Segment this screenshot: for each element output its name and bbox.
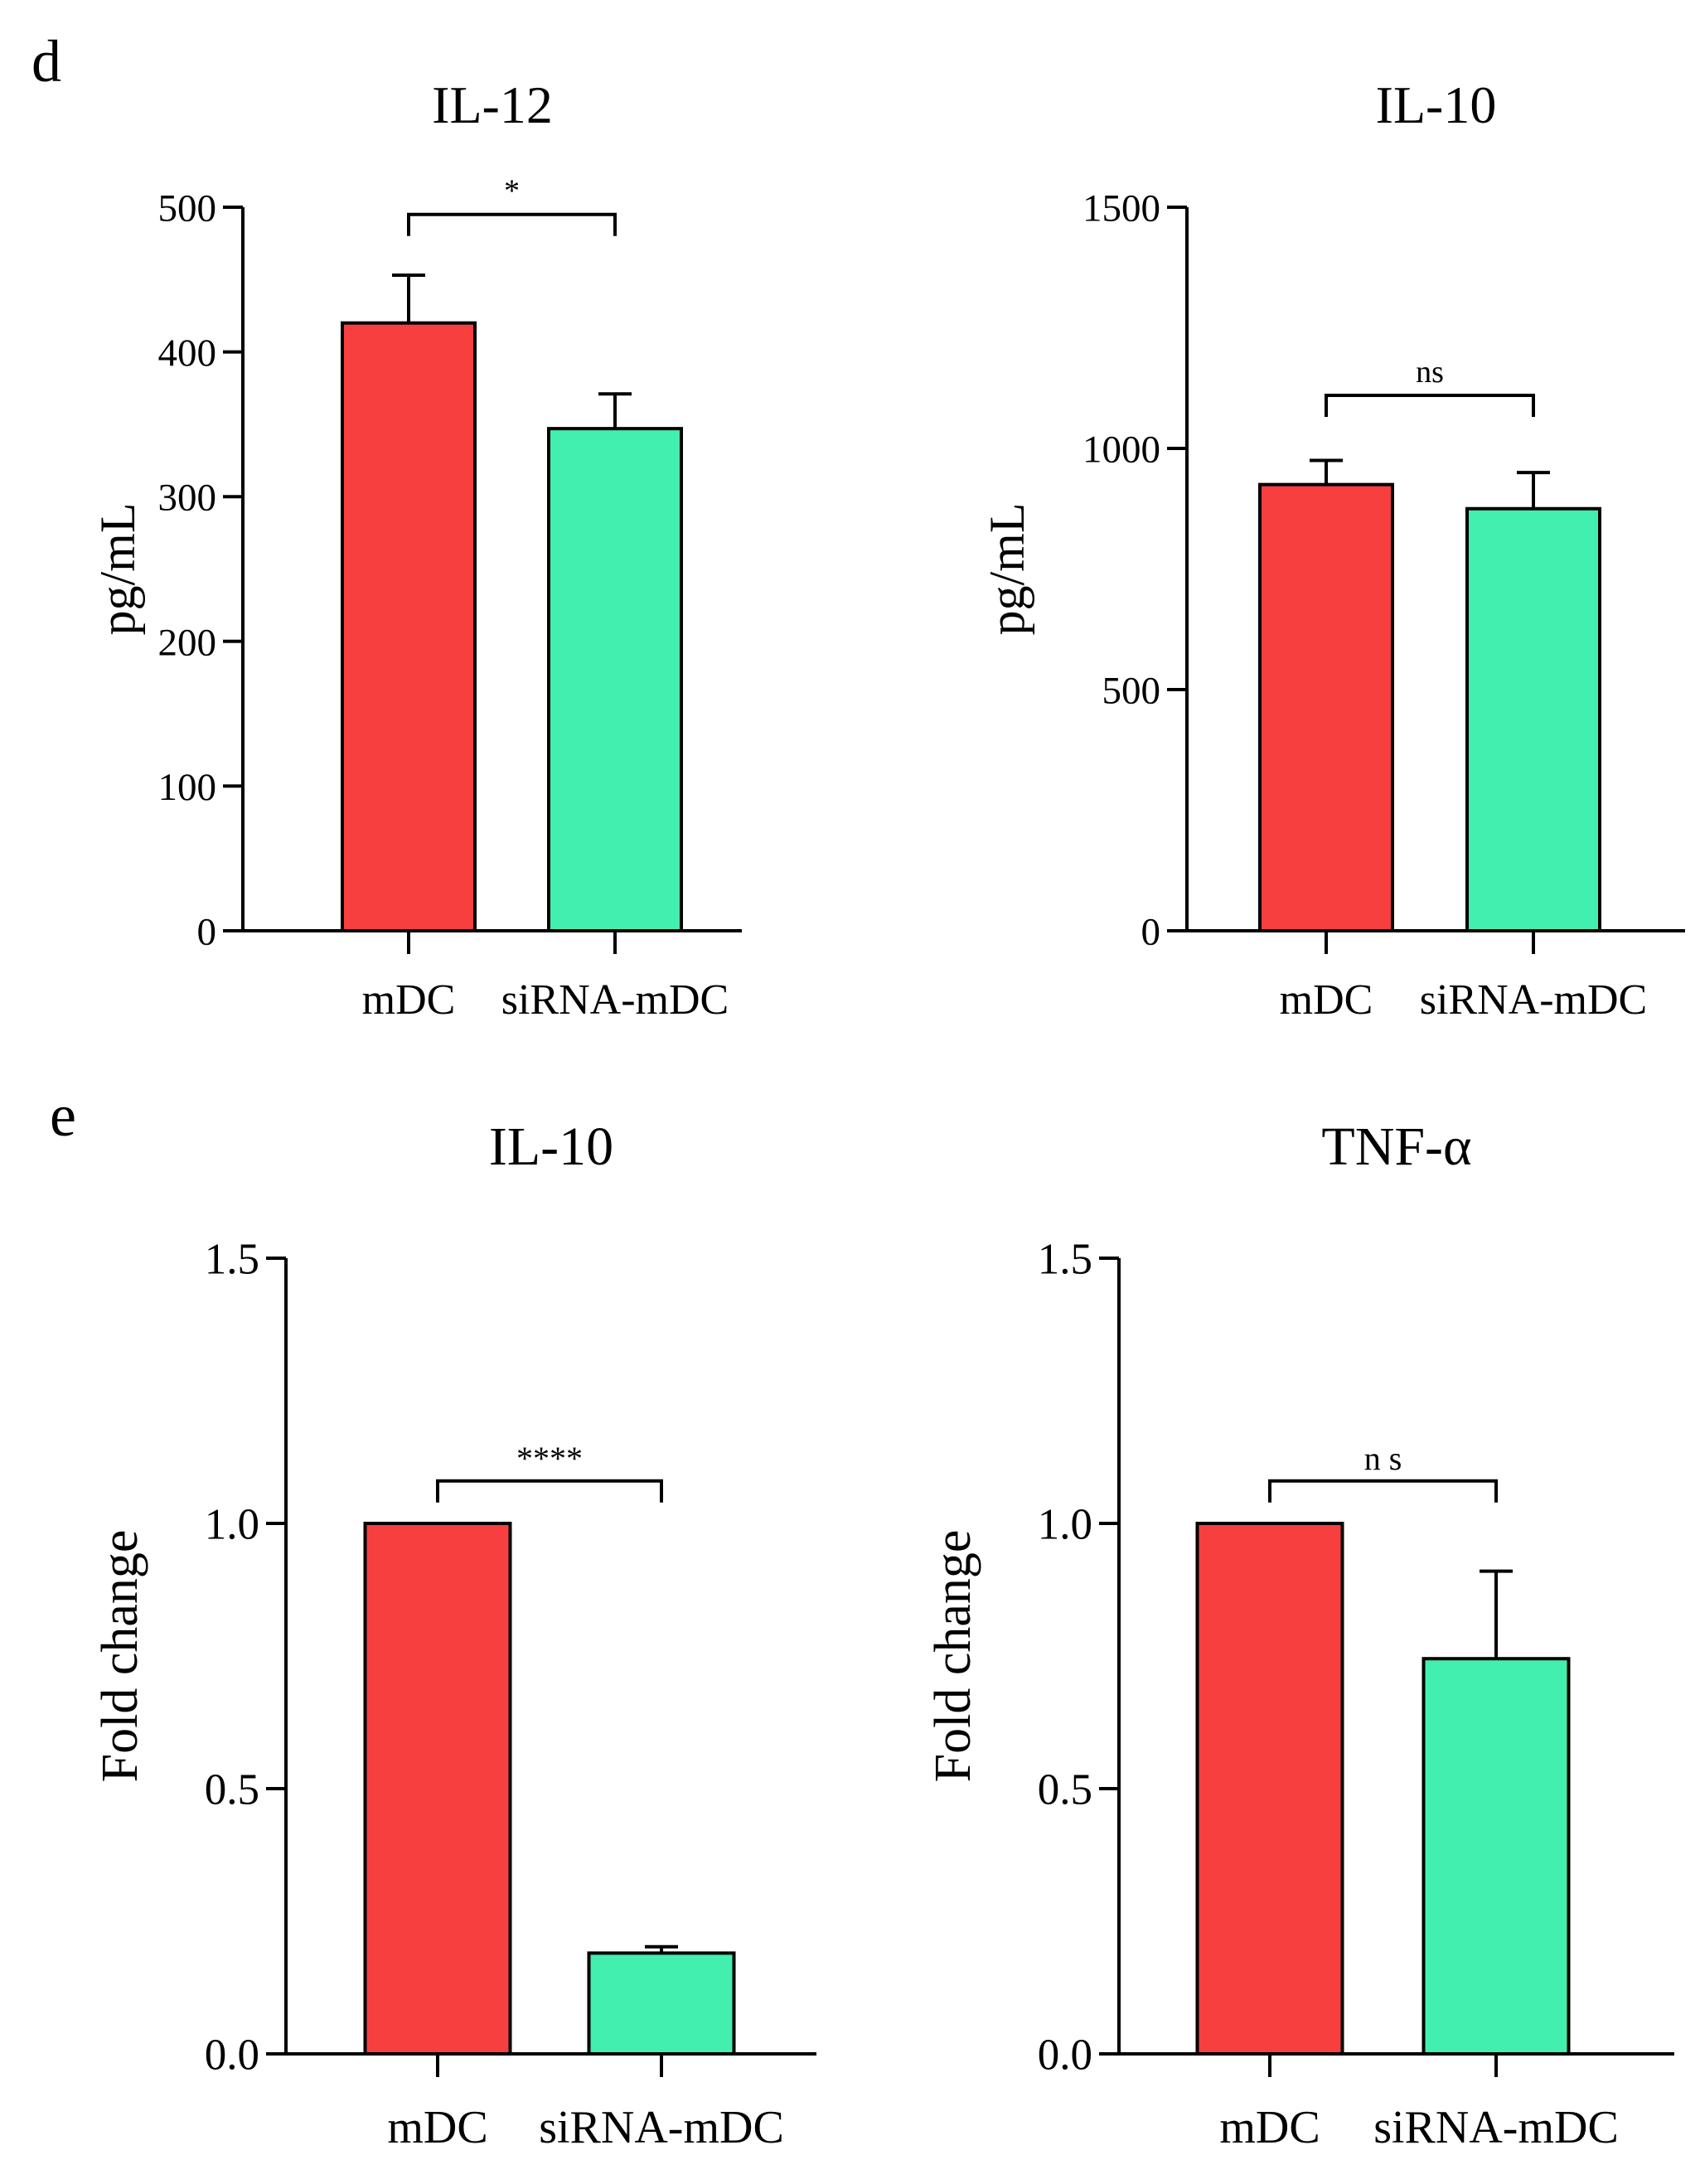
significance-bracket: [407, 212, 617, 236]
chart-2: IL-10 pg/mL 0 500 1000 1500 mDC siRNA-mDC ns: [980, 75, 1685, 1024]
x-tick-label: siRNA-mDC: [1373, 2102, 1619, 2153]
x-tick-label: mDC: [1280, 976, 1373, 1024]
chart-3: IL-10 Fold change 0.0 0.5 1.0 1.5 mDC siRNA-mDC…: [92, 1116, 816, 2153]
chart-4: TNF-α Fold change 0.0 0.5 1.0 1.5 mDC siRNA-mDC…: [925, 1116, 1674, 2153]
bar-sirna-mdc: [587, 1951, 736, 2056]
y-tick-label: 1.0: [205, 1501, 259, 1549]
panel-label-e: e: [50, 1082, 76, 1149]
chart-title: IL-10: [1376, 75, 1497, 134]
y-tick-label: 400: [158, 332, 217, 375]
y-tick-label: 100: [158, 766, 217, 809]
significance-label: *: [504, 174, 520, 209]
x-tick-label: mDC: [362, 976, 456, 1024]
y-tick-label: 300: [158, 477, 217, 520]
y-tick-label: 0.5: [205, 1766, 259, 1814]
chart-title: IL-10: [489, 1116, 613, 1177]
significance-bracket: [1325, 393, 1535, 417]
y-axis-label: Fold change: [925, 1530, 981, 1783]
y-tick-label: 1.5: [205, 1236, 259, 1284]
significance-label: ****: [516, 1440, 583, 1477]
y-tick-label: 1.0: [1038, 1501, 1092, 1549]
panel-label-d: d: [31, 28, 61, 94]
y-axis-label: Fold change: [92, 1530, 148, 1783]
bar-sirna-mdc: [547, 427, 683, 932]
x-tick-label: mDC: [387, 2102, 487, 2153]
x-tick-label: mDC: [1219, 2102, 1320, 2153]
y-tick-label: 1000: [1082, 428, 1160, 471]
bar-mdc: [1195, 1522, 1344, 2056]
y-tick-label: 0.0: [1038, 2031, 1092, 2080]
significance-label: n s: [1364, 1440, 1402, 1477]
x-tick-label: siRNA-mDC: [501, 976, 729, 1024]
y-tick-label: 500: [1102, 669, 1161, 712]
significance-label: ns: [1416, 355, 1444, 390]
y-tick-label: 0.0: [205, 2031, 259, 2080]
bar-sirna-mdc: [1465, 506, 1601, 932]
y-tick-label: 1.5: [1038, 1236, 1092, 1284]
chart-title: IL-12: [432, 75, 553, 134]
bar-mdc: [341, 321, 477, 932]
bar-mdc: [363, 1522, 512, 2056]
significance-bracket: [436, 1479, 663, 1503]
chart-1: IL-12 pg/mL 0 100 200 300 400 500 mDC siRNA-mDC *: [90, 75, 742, 1024]
x-tick-label: siRNA-mDC: [1420, 976, 1647, 1024]
y-tick-label: 0: [1141, 910, 1161, 953]
bar-sirna-mdc: [1422, 1657, 1571, 2056]
significance-bracket: [1268, 1479, 1498, 1503]
y-axis-label: pg/mL: [980, 503, 1034, 636]
y-tick-label: 1500: [1082, 186, 1160, 230]
y-tick-label: 0: [197, 910, 217, 953]
chart-title: TNF-α: [1321, 1116, 1471, 1177]
y-axis-label: pg/mL: [90, 503, 145, 636]
x-tick-label: siRNA-mDC: [539, 2102, 784, 2153]
bar-mdc: [1258, 482, 1394, 932]
y-tick-label: 0.5: [1038, 1766, 1092, 1814]
y-tick-label: 500: [158, 186, 217, 230]
y-tick-label: 200: [158, 621, 217, 664]
